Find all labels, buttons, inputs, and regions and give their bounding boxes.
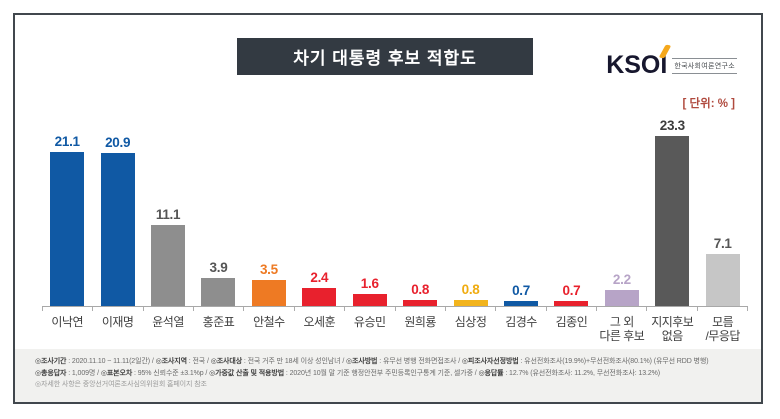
bar	[352, 294, 387, 306]
footer-line-3: ◎자세한 사항은 중앙선거여론조사심의위원회 홈페이지 참조	[35, 381, 207, 389]
bar-value-label: 0.8	[461, 282, 480, 297]
category-label: 오세훈	[303, 315, 336, 329]
axis-tick	[43, 307, 94, 311]
axis-tick	[244, 307, 295, 311]
bar-group-9: 0.7	[496, 283, 546, 306]
poll-card-frame: 차기 대통령 후보 적합도 KSOI 한국사회여론연구소 [ 단위: % ] 2…	[13, 13, 763, 404]
bar-group-11: 2.2	[597, 272, 647, 306]
bar-group-2: 11.1	[143, 207, 193, 306]
ksoi-logo-text: KSOI	[606, 51, 668, 79]
category-label: 유승민	[353, 315, 386, 329]
bar	[705, 254, 740, 306]
bar-group-5: 2.4	[294, 270, 344, 306]
bar	[302, 288, 337, 306]
category-label: 홍준표	[202, 315, 235, 329]
bar-group-4: 3.5	[244, 262, 294, 306]
category-label: 지지후보 없음	[651, 315, 694, 344]
chart-title-box: 차기 대통령 후보 적합도	[237, 38, 533, 75]
bar-value-label: 11.1	[155, 207, 181, 222]
bar-value-label: 3.9	[209, 260, 228, 275]
bar-value-label: 0.7	[512, 283, 530, 298]
category-label: 윤석열	[152, 315, 184, 329]
axis-tick	[345, 307, 396, 311]
bar-value-label: 3.5	[259, 262, 278, 277]
bar-value-label: 7.1	[713, 236, 732, 251]
category-label: 모름 /무응답	[705, 315, 740, 344]
axis-tick	[194, 307, 245, 311]
bar-value-label: 23.3	[659, 118, 685, 133]
bar-value-label: 0.8	[411, 282, 430, 297]
ksoi-logo-mark: KSOI	[606, 44, 672, 80]
bar-group-13: 7.1	[697, 236, 747, 306]
category-label: 김종인	[555, 315, 588, 329]
bar-group-3: 3.9	[193, 260, 243, 306]
category-label: 그 외 다른 후보	[599, 315, 645, 344]
axis-tick	[698, 307, 749, 311]
axis-tick	[93, 307, 144, 311]
bar-group-12: 23.3	[647, 118, 697, 306]
unit-label: [ 단위: % ]	[682, 98, 735, 110]
bar-group-1: 20.9	[92, 135, 142, 306]
chart-title: 차기 대통령 후보 적합도	[293, 49, 477, 68]
axis-tick	[496, 307, 547, 311]
bar-group-7: 0.8	[395, 282, 445, 306]
category-label: 심상정	[454, 315, 487, 329]
bar	[504, 301, 538, 306]
bar-plot: 21.1 20.9 11.1 3.9 3.5 2.4 1.6 0.8 0.8 0.7 0.7 2.2 2…	[42, 116, 748, 307]
axis-tick	[446, 307, 497, 311]
bar	[201, 278, 236, 306]
bar	[251, 280, 286, 306]
bar	[50, 152, 85, 306]
bar	[554, 301, 589, 306]
axis-tick	[144, 307, 195, 311]
x-axis-labels: 이낙연 이재명 윤석열 홍준표 안철수 오세훈 유승민 원희룡 심상정 김경수 김종인 그 외 다른 …	[42, 315, 748, 344]
bar-value-label: 21.1	[54, 134, 80, 149]
axis-tick	[295, 307, 346, 311]
footer-line-2: ◎총응답자 : 1,009명 / ◎표본오차 : 95% 신뢰수준 ±3.1%p…	[35, 369, 661, 377]
axis-tick	[597, 307, 648, 311]
bar-value-label: 1.6	[360, 276, 379, 291]
bar-value-label: 2.2	[612, 272, 631, 287]
bar-value-label: 2.4	[310, 270, 329, 285]
methodology-footer: ◎조사기간 : 2020.11.10 ~ 11.11(2일간) / ◎조사지역 …	[15, 349, 761, 402]
axis-tick	[547, 307, 597, 311]
bar	[453, 300, 488, 306]
bar-value-label: 20.9	[105, 135, 131, 150]
ksoi-logo-subtext: 한국사회여론연구소	[672, 57, 737, 74]
bar-chart: 21.1 20.9 11.1 3.9 3.5 2.4 1.6 0.8 0.8 0.7 0.7 2.2 2…	[42, 116, 749, 344]
category-label: 김경수	[505, 315, 537, 329]
bar	[604, 290, 639, 306]
x-axis-ticks	[42, 307, 749, 311]
category-label: 원희룡	[404, 315, 436, 329]
bar-group-6: 1.6	[345, 276, 395, 306]
bar-group-8: 0.8	[445, 282, 495, 306]
bar	[655, 136, 690, 306]
axis-tick	[396, 307, 446, 311]
logo-accent-icon	[659, 44, 672, 59]
footer-line-1: ◎조사기간 : 2020.11.10 ~ 11.11(2일간) / ◎조사지역 …	[35, 358, 709, 365]
bar-group-0: 21.1	[42, 134, 92, 306]
bar	[403, 300, 438, 306]
bar	[100, 153, 135, 306]
category-label: 안철수	[253, 315, 285, 329]
category-label: 이재명	[101, 315, 134, 329]
category-label: 이낙연	[51, 315, 84, 329]
bar-group-10: 0.7	[546, 283, 596, 306]
bar	[151, 225, 186, 306]
bar-value-label: 0.7	[562, 283, 581, 298]
ksoi-logo: KSOI 한국사회여론연구소	[606, 44, 737, 80]
axis-tick	[647, 307, 698, 311]
